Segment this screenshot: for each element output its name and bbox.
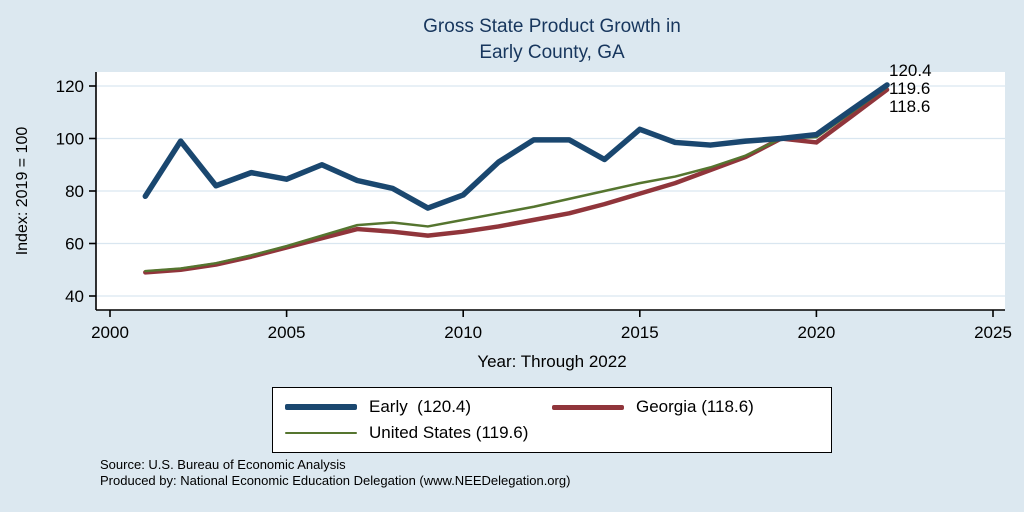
y-axis-label: Index: 2019 = 100 — [14, 126, 31, 256]
svg-text:2015: 2015 — [621, 323, 659, 342]
svg-text:2010: 2010 — [444, 323, 482, 342]
source-note: Source: U.S. Bureau of Economic Analysis… — [100, 457, 570, 489]
early-line-swatch — [285, 404, 357, 410]
united-states-line-swatch — [285, 431, 357, 435]
legend-item-united-states: United States (119.6) — [285, 423, 552, 443]
svg-text:120: 120 — [56, 77, 84, 96]
end-label-early: 120.4 — [889, 61, 932, 80]
legend-label-georgia: Georgia (118.6) — [636, 397, 754, 416]
source-line1: Source: U.S. Bureau of Economic Analysis — [100, 457, 346, 472]
svg-text:2025: 2025 — [974, 323, 1012, 342]
chart-title: Gross State Product Growth in Early Coun… — [96, 14, 1008, 66]
legend-label-united-states: United States (119.6) — [369, 423, 529, 442]
chart-title-line2: Early County, GA — [479, 42, 625, 63]
svg-text:100: 100 — [56, 130, 84, 149]
legend-label-early: Early (120.4) — [369, 397, 472, 416]
svg-text:2005: 2005 — [268, 323, 306, 342]
legend-item-early: Early (120.4) — [285, 397, 552, 417]
end-label-united-states: 119.6 — [889, 79, 931, 98]
end-label-georgia: 118.6 — [889, 97, 931, 116]
svg-text:60: 60 — [65, 235, 84, 254]
georgia-line-swatch — [552, 404, 624, 410]
legend-item-georgia: Georgia (118.6) — [552, 397, 819, 417]
legend: Early (120.4) Georgia (118.6) United Sta… — [272, 387, 832, 453]
x-axis-label: Year: Through 2022 — [477, 352, 627, 371]
chart-title-line1: Gross State Product Growth in — [423, 16, 681, 37]
svg-text:2000: 2000 — [91, 323, 129, 342]
source-line2: Produced by: National Economic Education… — [100, 473, 571, 488]
svg-text:2020: 2020 — [797, 323, 835, 342]
svg-text:40: 40 — [65, 287, 84, 306]
svg-text:80: 80 — [65, 182, 84, 201]
